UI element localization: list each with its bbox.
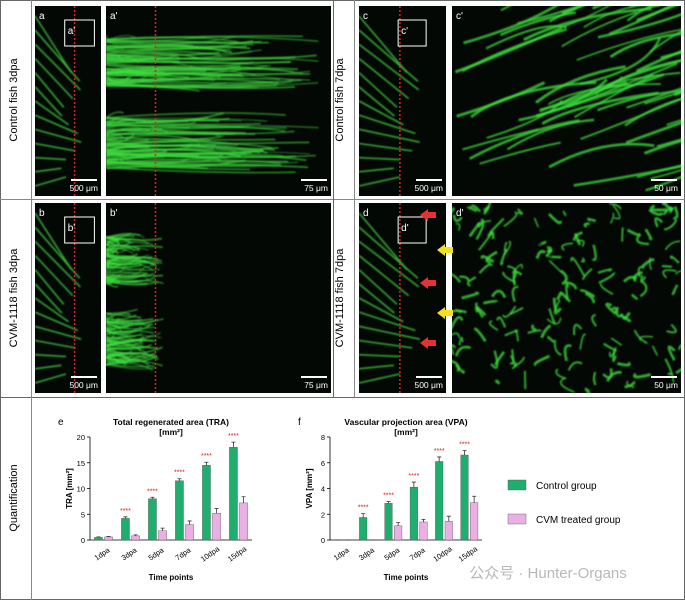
inset-label: c' [401,26,408,37]
significance: **** [120,508,131,515]
chart-title-unit: [mm²] [159,427,183,437]
y-tick-label: 0 [321,536,325,545]
bar [359,517,367,540]
significance: **** [383,492,394,499]
panel-label: f [298,417,301,428]
y-tick-label: 10 [77,485,85,494]
bar [186,525,194,540]
row-label: CVM-1118 fish 7dpa [334,248,346,348]
bar [420,522,428,540]
legend-swatch [508,480,526,490]
bar [213,513,221,540]
scale-label: 500 μm [414,380,443,390]
scale-label: 75 μm [304,380,328,390]
bar [410,487,418,540]
chart-title-unit: [mm²] [394,427,418,437]
chart-title: Total regenerated area (TRA) [113,417,229,427]
scale-label: 50 μm [654,183,678,193]
row-label: Control fish 3dpa [8,58,20,142]
watermark: 公众号 · Hunter-Organs [469,565,627,582]
bar [470,503,478,540]
vessel [588,219,596,221]
bar [175,481,183,540]
bar [94,537,102,540]
bar [132,536,140,540]
inset-label: b' [68,223,76,234]
bar [461,455,469,540]
panel-label: c' [456,11,463,22]
bar [202,465,210,540]
panel-label: e [58,417,64,428]
legend-label: Control group [536,481,597,492]
y-tick-label: 0 [81,536,85,545]
y-tick-label: 8 [321,433,325,442]
legend-label: CVM treated group [536,515,621,526]
bar [229,447,237,540]
significance: **** [358,505,369,512]
y-tick-label: 15 [77,459,85,468]
vessel [550,257,561,258]
panel-label: a [39,11,45,22]
significance: **** [147,488,158,495]
y-tick-label: 20 [77,433,85,442]
bar [385,503,393,540]
legend-swatch [508,514,526,524]
significance: **** [201,453,212,460]
panel-label: d [363,208,369,219]
row-label: CVM-1118 fish 3dpa [8,248,20,348]
scale-label: 500 μm [414,183,443,193]
panel-label: a' [110,11,118,22]
bar [394,526,402,540]
y-tick-label: 4 [321,485,325,494]
bar [159,531,167,540]
panel-label: b [39,208,45,219]
x-axis-label: Time points [149,573,194,582]
bar [105,537,113,540]
bar [121,518,129,540]
bar [240,503,248,540]
panel-label: d' [456,208,464,219]
y-tick-label: 5 [81,510,85,519]
bar [148,499,156,540]
y-tick-label: 2 [321,510,325,519]
significance: **** [434,448,445,455]
inset-label: a' [68,26,76,37]
chart-title: Vascular projection area (VPA) [344,417,467,427]
scale-label: 50 μm [654,380,678,390]
significance: **** [174,470,185,477]
bar [435,461,443,540]
panel-label: b' [110,208,118,219]
significance: **** [228,433,239,440]
section-label: Quantification [8,464,20,531]
row-label: Control fish 7dpa [334,58,346,142]
significance: **** [459,442,470,449]
panel-label: c [363,11,368,22]
y-tick-label: 6 [321,459,325,468]
scale-label: 75 μm [304,183,328,193]
y-axis-label: TRA [mm²] [65,468,74,509]
scale-label: 500 μm [69,380,98,390]
vessel [663,266,672,267]
inset-label: d' [401,223,409,234]
vessel [622,228,623,241]
x-axis-label: Time points [384,573,429,582]
bar [445,521,453,540]
y-axis-label: VPA [mm²] [305,468,314,508]
scale-label: 500 μm [69,183,98,193]
significance: **** [408,473,419,480]
